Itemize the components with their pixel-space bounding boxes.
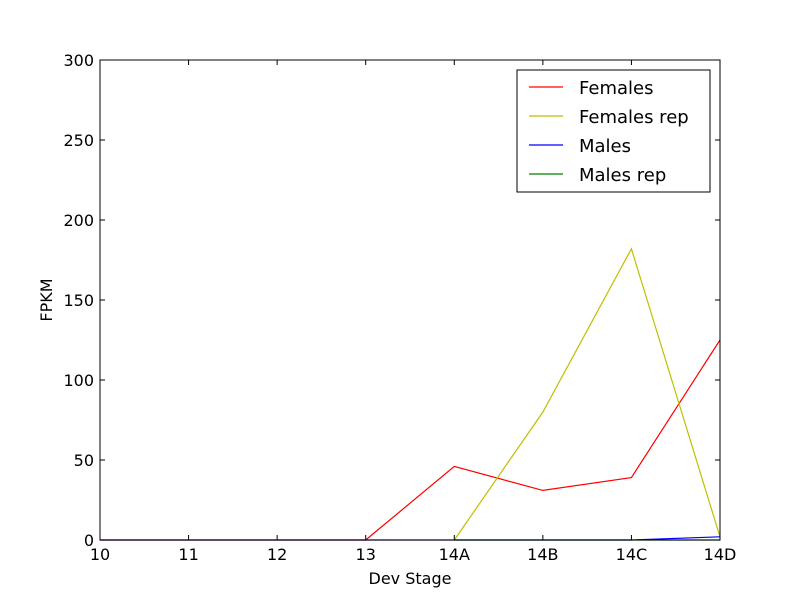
series-line-1 [453, 247, 721, 541]
y-tick-label: 150 [63, 291, 94, 310]
legend-box [516, 69, 711, 193]
y-tick-label: 250 [63, 131, 94, 150]
y-axis-label: FPKM [37, 278, 56, 321]
x-tick-label: 14A [439, 545, 470, 564]
legend-label: Females rep [579, 107, 689, 128]
x-tick-label: 13 [356, 545, 376, 564]
tick-layer: 10 11 12 13 14A 14B 14C 14D 0 50 100 150 200 250 300 [63, 51, 736, 564]
x-axis-label: Dev Stage [369, 569, 452, 588]
x-tick-label: 12 [267, 545, 287, 564]
legend-label: Males [579, 136, 631, 157]
y-tick-label: 300 [63, 51, 94, 70]
x-tick-label: 10 [90, 545, 110, 564]
x-tick-label: 11 [178, 545, 198, 564]
legend-label: Females [579, 78, 653, 99]
legend: Females Females rep Males Males rep [516, 69, 711, 193]
legend-label: Males rep [579, 165, 666, 186]
y-tick-label: 100 [63, 371, 94, 390]
x-tick-label: 14B [527, 545, 558, 564]
x-tick-label: 14D [704, 545, 737, 564]
x-tick-label: 14C [616, 545, 648, 564]
y-tick-label: 200 [63, 211, 94, 230]
y-tick-label: 0 [84, 531, 94, 550]
y-tick-label: 50 [74, 451, 94, 470]
